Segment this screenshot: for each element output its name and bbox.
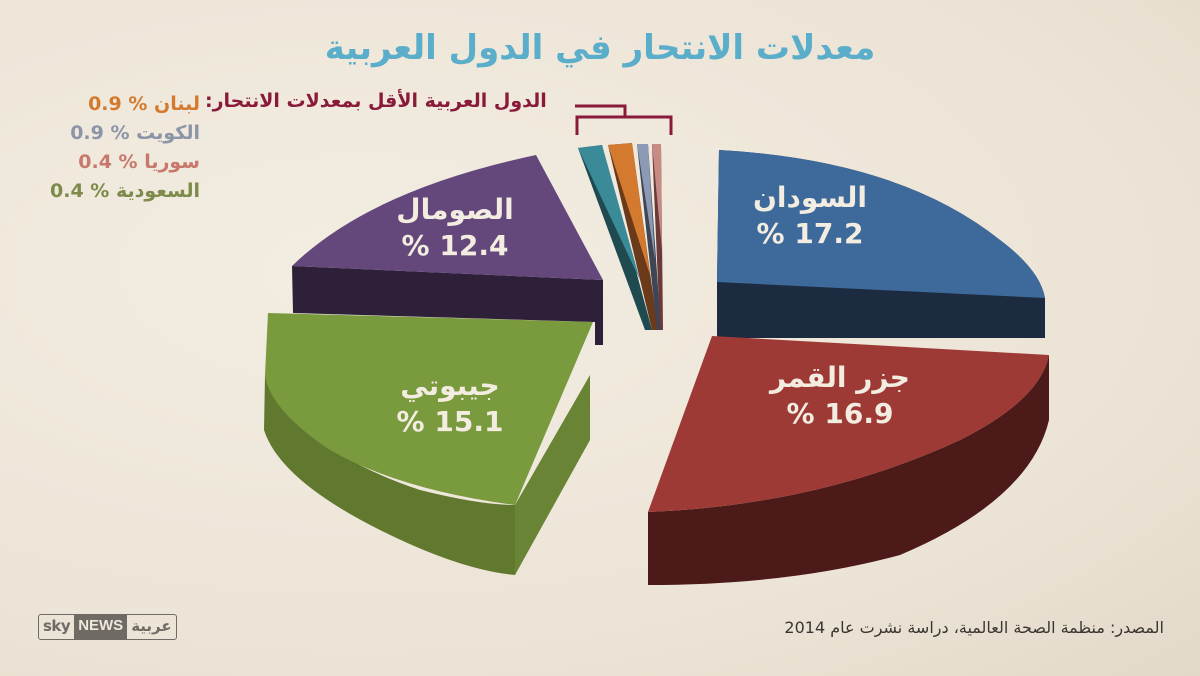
legend-value: 0.4 % — [78, 151, 138, 173]
chart-title: معدلات الانتحار في الدول العربية — [324, 28, 876, 68]
legend: لبنان 0.9 % الكويت 0.9 % سوريا 0.4 % الس… — [50, 90, 200, 206]
sky-news-arabia-logo: sky NEWS عربية — [38, 614, 177, 640]
value-text: % 16.9 — [786, 397, 894, 430]
slice-label-sudan: السودان % 17.2 — [740, 180, 880, 252]
legend-country: السعودية — [115, 180, 200, 202]
source-note: المصدر: منظمة الصحة العالمية، دراسة نشرت… — [784, 618, 1164, 637]
country-name: جزر القمر — [770, 361, 910, 394]
legend-item-syria: سوريا 0.4 % — [50, 148, 200, 177]
slice-djibouti — [264, 313, 593, 575]
legend-heading: الدول العربية الأقل بمعدلات الانتحار: — [205, 90, 547, 112]
legend-country: سوريا — [144, 151, 200, 173]
country-name: الصومال — [396, 193, 514, 226]
legend-item-kuwait: الكويت 0.9 % — [50, 119, 200, 148]
slice-somalia — [292, 155, 603, 345]
legend-value: 0.9 % — [70, 122, 130, 144]
value-text: % 12.4 — [401, 229, 509, 262]
legend-bracket — [575, 104, 673, 135]
country-name: السودان — [752, 181, 868, 214]
value-text: % 15.1 — [396, 405, 504, 438]
logo-arabic: عربية — [131, 617, 172, 635]
legend-value: 0.9 % — [88, 93, 148, 115]
legend-country: الكويت — [136, 122, 200, 144]
slice-sudan — [717, 150, 1045, 338]
slice-label-comoros: جزر القمر % 16.9 — [765, 360, 915, 432]
country-name: جيبوتي — [400, 369, 500, 402]
legend-item-saudi: السعودية 0.4 % — [50, 177, 200, 206]
slice-label-djibouti: جيبوتي % 15.1 — [380, 368, 520, 440]
legend-country: لبنان — [154, 93, 200, 115]
legend-item-lebanon: لبنان 0.9 % — [50, 90, 200, 119]
slice-comoros — [648, 336, 1049, 585]
slice-others — [578, 143, 663, 330]
logo-sky: sky — [43, 617, 71, 635]
logo-news: NEWS — [74, 615, 128, 639]
slice-label-somalia: الصومال % 12.4 — [380, 192, 530, 264]
value-text: % 17.2 — [756, 217, 864, 250]
legend-value: 0.4 % — [50, 180, 110, 202]
